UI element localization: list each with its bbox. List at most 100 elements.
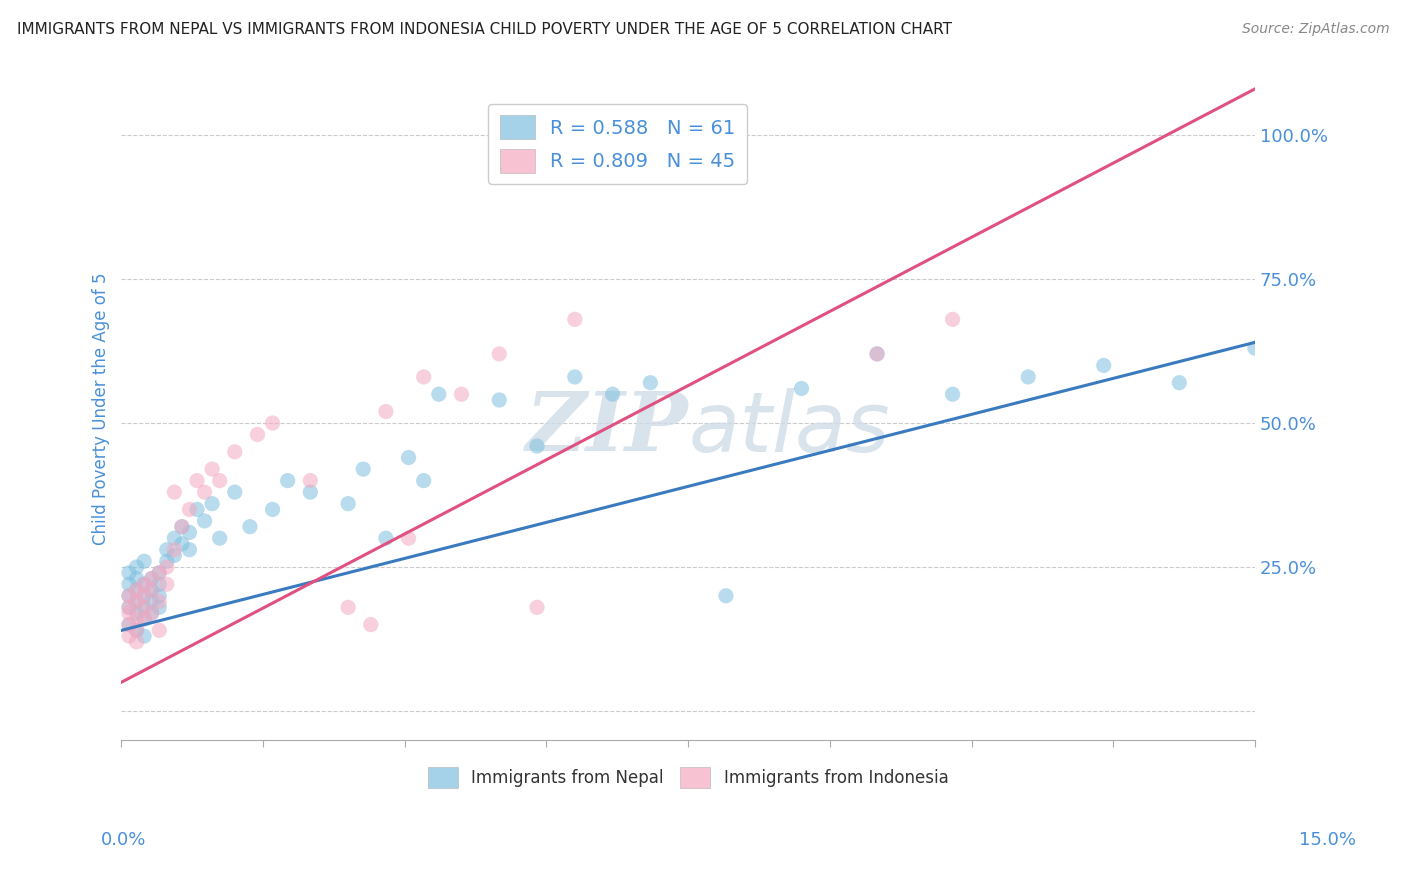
Point: [132, 600, 155, 615]
Text: 15.0%: 15.0%: [1299, 831, 1355, 849]
Point: [866, 347, 889, 361]
Point: [125, 582, 148, 597]
Point: [163, 549, 186, 563]
Text: atlas: atlas: [688, 388, 890, 469]
Point: [148, 577, 170, 591]
Point: [118, 589, 141, 603]
Legend: Immigrants from Nepal, Immigrants from Indonesia: Immigrants from Nepal, Immigrants from I…: [422, 761, 955, 795]
Point: [132, 577, 155, 591]
Point: [125, 624, 148, 638]
Point: [148, 566, 170, 580]
Point: [526, 600, 548, 615]
Point: [201, 462, 224, 476]
Point: [132, 554, 155, 568]
Point: [412, 474, 434, 488]
Point: [132, 612, 155, 626]
Point: [132, 577, 155, 591]
Point: [201, 497, 224, 511]
Point: [170, 537, 193, 551]
Point: [398, 531, 420, 545]
Point: [337, 497, 360, 511]
Point: [163, 485, 186, 500]
Point: [360, 617, 382, 632]
Text: 0.0%: 0.0%: [101, 831, 146, 849]
Point: [132, 589, 155, 603]
Point: [118, 629, 141, 643]
Point: [942, 387, 965, 401]
Point: [125, 572, 148, 586]
Point: [141, 582, 163, 597]
Point: [374, 404, 396, 418]
Point: [374, 531, 396, 545]
Point: [277, 474, 299, 488]
Point: [125, 612, 148, 626]
Point: [141, 572, 163, 586]
Point: [714, 589, 737, 603]
Point: [141, 606, 163, 620]
Point: [208, 531, 231, 545]
Point: [224, 445, 246, 459]
Point: [125, 582, 148, 597]
Point: [148, 600, 170, 615]
Point: [262, 416, 284, 430]
Point: [564, 370, 586, 384]
Point: [132, 600, 155, 615]
Point: [1017, 370, 1039, 384]
Point: [125, 606, 148, 620]
Point: [125, 624, 148, 638]
Point: [239, 519, 262, 533]
Point: [132, 629, 155, 643]
Point: [156, 542, 179, 557]
Point: [132, 612, 155, 626]
Point: [163, 542, 186, 557]
Point: [179, 502, 201, 516]
Point: [148, 566, 170, 580]
Text: ZIP: ZIP: [526, 389, 688, 468]
Point: [125, 635, 148, 649]
Point: [262, 502, 284, 516]
Point: [640, 376, 662, 390]
Point: [942, 312, 965, 326]
Point: [1092, 359, 1115, 373]
Point: [246, 427, 269, 442]
Text: Source: ZipAtlas.com: Source: ZipAtlas.com: [1241, 22, 1389, 37]
Point: [488, 347, 510, 361]
Point: [186, 474, 208, 488]
Text: IMMIGRANTS FROM NEPAL VS IMMIGRANTS FROM INDONESIA CHILD POVERTY UNDER THE AGE O: IMMIGRANTS FROM NEPAL VS IMMIGRANTS FROM…: [17, 22, 952, 37]
Point: [193, 485, 215, 500]
Point: [156, 560, 179, 574]
Point: [564, 312, 586, 326]
Point: [186, 502, 208, 516]
Point: [118, 577, 141, 591]
Point: [118, 617, 141, 632]
Point: [488, 392, 510, 407]
Point: [170, 519, 193, 533]
Point: [141, 582, 163, 597]
Point: [412, 370, 434, 384]
Point: [156, 577, 179, 591]
Point: [125, 594, 148, 608]
Y-axis label: Child Poverty Under the Age of 5: Child Poverty Under the Age of 5: [93, 272, 110, 545]
Point: [337, 600, 360, 615]
Point: [132, 589, 155, 603]
Point: [866, 347, 889, 361]
Point: [118, 589, 141, 603]
Point: [398, 450, 420, 465]
Point: [179, 542, 201, 557]
Point: [163, 531, 186, 545]
Point: [299, 485, 322, 500]
Point: [526, 439, 548, 453]
Point: [170, 519, 193, 533]
Point: [141, 572, 163, 586]
Point: [352, 462, 374, 476]
Point: [208, 474, 231, 488]
Point: [193, 514, 215, 528]
Point: [118, 566, 141, 580]
Point: [179, 525, 201, 540]
Point: [299, 474, 322, 488]
Point: [118, 600, 141, 615]
Point: [148, 594, 170, 608]
Point: [148, 589, 170, 603]
Point: [156, 554, 179, 568]
Point: [1168, 376, 1191, 390]
